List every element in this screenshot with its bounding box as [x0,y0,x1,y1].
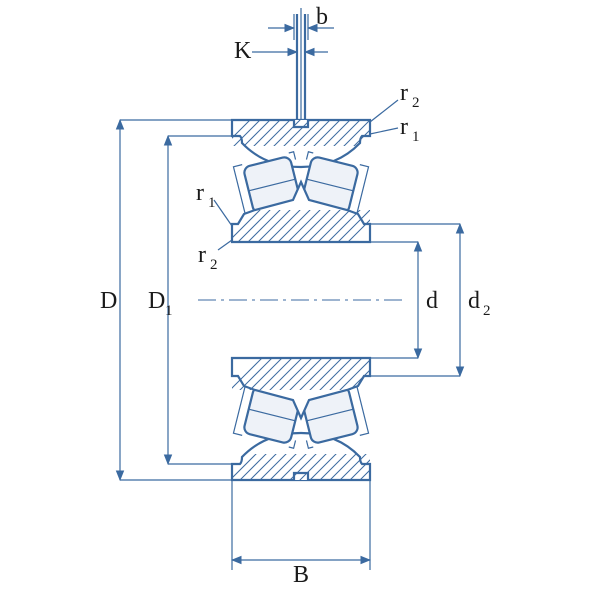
lubrication-holes [297,8,305,120]
label-b: b [316,4,328,30]
label-r1-inner: r 1 [196,180,216,211]
svg-text:r: r [198,242,206,268]
ptr-r1-inner [214,200,232,226]
inner-ring-lower [220,350,390,418]
label-r2-outer: r 2 [400,80,420,111]
dim-d2 [370,224,460,376]
label-r2-inner: r 2 [198,242,218,273]
label-d: d [426,288,438,314]
svg-text:1: 1 [208,195,216,211]
dim-B [232,480,370,570]
svg-text:2: 2 [412,95,420,111]
label-B: B [293,562,309,588]
inner-ring-upper [220,182,390,250]
label-r1-outer: r 1 [400,114,420,145]
outer-ring-lower [220,433,390,490]
svg-text:2: 2 [483,303,491,319]
label-d2: d 2 [468,288,491,319]
svg-text:2: 2 [210,257,218,273]
ptr-r1-outer [370,128,398,134]
label-K: K [234,38,252,64]
ptr-r2-outer [370,100,398,122]
ptr-r2-inner [218,240,232,250]
svg-text:r: r [400,114,408,140]
svg-text:r: r [400,80,408,106]
label-D1: D 1 [148,288,173,319]
label-D: D [100,288,117,314]
svg-text:1: 1 [165,303,173,319]
svg-text:D: D [148,288,165,314]
svg-text:1: 1 [412,129,420,145]
svg-text:d: d [468,288,480,314]
svg-text:r: r [196,180,204,206]
